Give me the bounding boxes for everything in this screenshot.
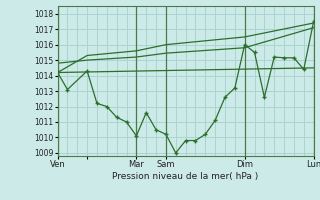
- X-axis label: Pression niveau de la mer( hPa ): Pression niveau de la mer( hPa ): [112, 172, 259, 181]
